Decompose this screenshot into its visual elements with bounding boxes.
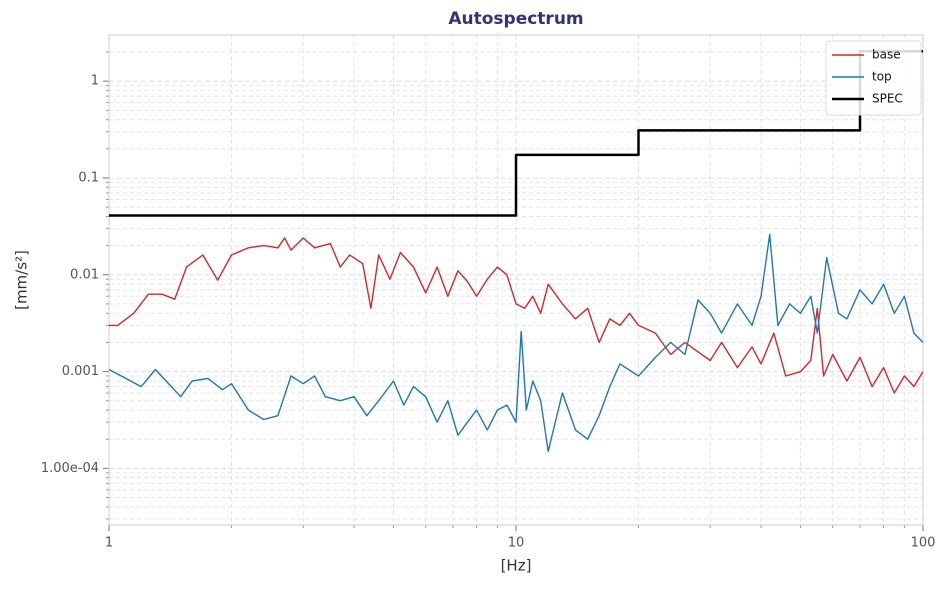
x-tick-label: 1 bbox=[105, 536, 113, 551]
plot-frame bbox=[108, 34, 924, 526]
y-tick-label: 0.1 bbox=[78, 170, 99, 185]
y-tick-label: 1.00e-04 bbox=[41, 461, 99, 476]
x-tick-label: 10 bbox=[508, 536, 525, 551]
x-axis-label: [Hz] bbox=[501, 557, 532, 575]
y-axis-label: [mm/s²] bbox=[13, 250, 31, 310]
legend-label: base bbox=[872, 48, 901, 62]
y-tick-label: 0.001 bbox=[62, 364, 99, 379]
x-tick-label: 100 bbox=[911, 536, 936, 551]
legend-box bbox=[825, 40, 922, 116]
legend-label: top bbox=[872, 70, 892, 84]
y-tick-label: 0.01 bbox=[70, 267, 99, 282]
legend-label: SPEC bbox=[872, 92, 903, 106]
y-tick-label: 1 bbox=[91, 74, 99, 89]
chart-title: Autospectrum bbox=[448, 9, 583, 29]
series-line bbox=[109, 237, 923, 394]
series-line bbox=[109, 233, 923, 452]
